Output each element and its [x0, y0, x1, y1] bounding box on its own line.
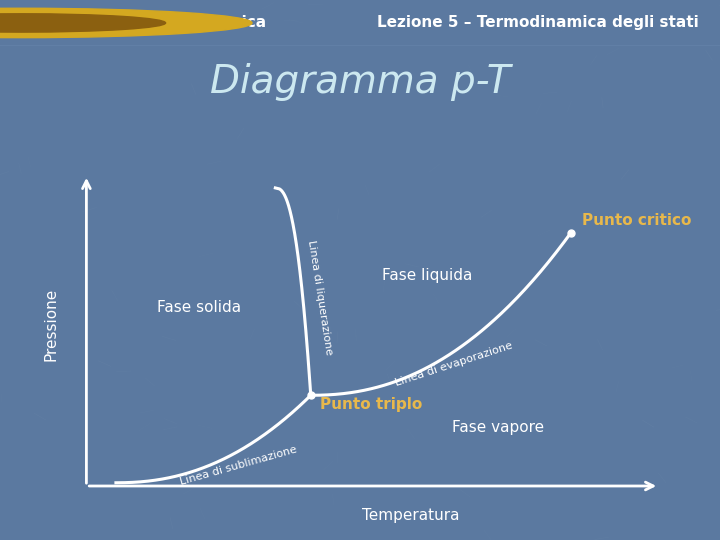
Text: Linea di evaporazione: Linea di evaporazione: [393, 341, 513, 388]
Text: Punto critico: Punto critico: [582, 213, 692, 228]
Text: Linea di sublimazione: Linea di sublimazione: [179, 444, 298, 487]
Text: Fase solida: Fase solida: [157, 300, 241, 315]
Text: Punto triplo: Punto triplo: [320, 397, 422, 412]
Text: Pressione: Pressione: [43, 287, 58, 361]
Circle shape: [0, 8, 252, 38]
Text: Lezione 5 – Termodinamica degli stati: Lezione 5 – Termodinamica degli stati: [377, 16, 698, 30]
Text: Fase vapore: Fase vapore: [452, 420, 544, 435]
Text: Temperatura: Temperatura: [362, 508, 460, 523]
Text: Modulo di Termodinamica: Modulo di Termodinamica: [47, 16, 266, 30]
Circle shape: [0, 14, 166, 32]
Text: Diagramma p-T: Diagramma p-T: [210, 63, 510, 102]
Text: Fase liquida: Fase liquida: [382, 268, 472, 283]
Text: Linea di liquerazione: Linea di liquerazione: [305, 239, 333, 355]
